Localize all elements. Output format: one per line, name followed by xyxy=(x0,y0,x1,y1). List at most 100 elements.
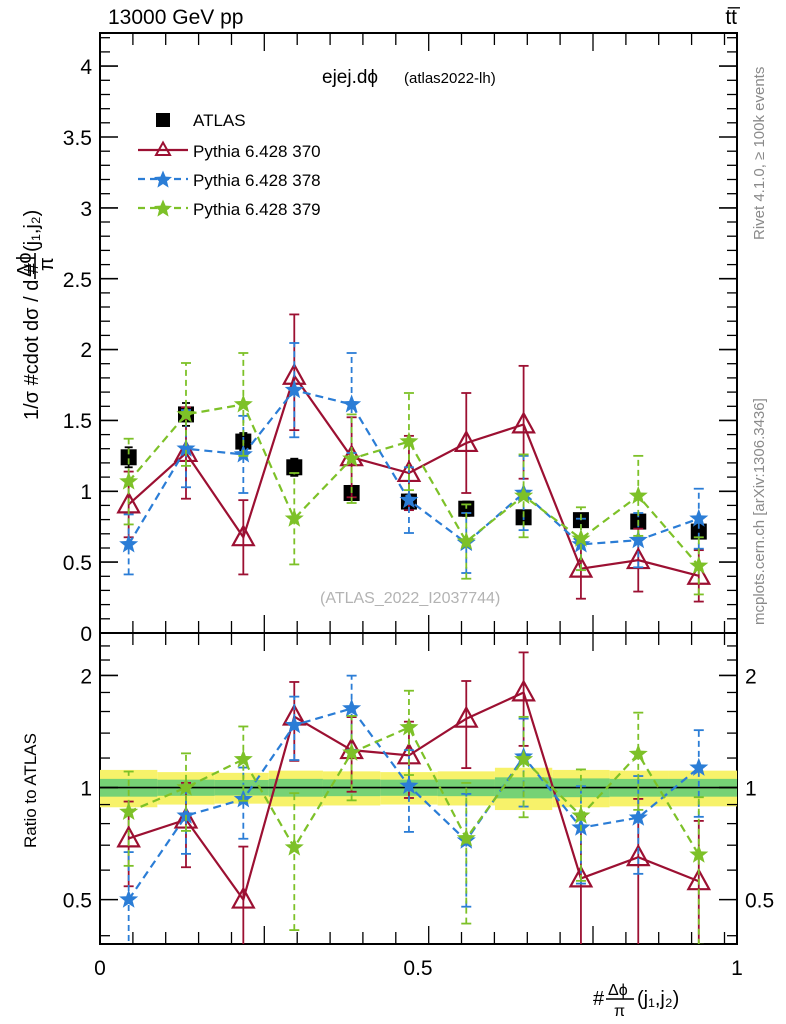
triangle-marker-icon xyxy=(116,825,141,848)
star-marker-icon xyxy=(342,698,362,717)
main-ytick-1: 1 xyxy=(80,481,92,504)
star-marker-icon xyxy=(176,438,196,457)
star-marker-icon xyxy=(456,828,476,847)
series-line xyxy=(127,373,700,577)
header-left-label: 13000 GeV pp xyxy=(108,6,243,29)
error-bar xyxy=(238,499,249,576)
ratio-panel: 0.5 0.51 12 2 Ratio to ATLAS 0 0. xyxy=(21,632,774,1020)
ratio-series-pythia-378 xyxy=(119,674,709,944)
star-marker-icon xyxy=(284,837,304,856)
xtick-0.5: 0.5 xyxy=(403,957,432,980)
triangle-marker-icon xyxy=(625,843,651,867)
star-marker-icon xyxy=(689,844,709,863)
error-bar xyxy=(461,392,472,494)
main-y-ticks: 0 0.5 1 1.5 2 2.5 3 3.5 4 xyxy=(63,37,737,646)
star-marker-icon xyxy=(689,508,709,527)
ratio-series-pythia-370 xyxy=(116,651,712,944)
legend-entry-pythia-379[interactable]: Pythia 6.428 379 xyxy=(138,199,321,220)
triangle-marker-icon xyxy=(568,865,594,888)
triangle-marker-icon xyxy=(453,429,479,453)
series-pythia-6-428-379 xyxy=(119,352,709,596)
star-marker-icon xyxy=(284,380,304,399)
square-marker-icon xyxy=(286,459,303,476)
star-marker-icon xyxy=(571,528,591,547)
legend-marker-star-blue-icon xyxy=(154,170,172,188)
xtick-1: 1 xyxy=(731,957,743,980)
sidebar-note-top: Rivet 4.1.0, ≥ 100k events xyxy=(751,67,768,240)
legend-entry-atlas[interactable]: ATLAS xyxy=(156,111,246,130)
main-ylabel-numerator: Δϕ xyxy=(14,252,36,277)
legend-label-atlas: ATLAS xyxy=(193,111,246,130)
star-marker-icon xyxy=(284,715,304,734)
star-marker-icon xyxy=(284,508,304,527)
ratio-ytick-left-0.5: 0.5 xyxy=(63,890,92,913)
error-bar xyxy=(461,503,472,580)
star-marker-icon xyxy=(176,805,196,824)
legend: ATLAS Pythia 6.428 370 Pythia 6.428 378 … xyxy=(138,111,321,219)
legend-marker-triangle-icon xyxy=(154,140,172,156)
star-marker-icon xyxy=(689,555,709,574)
star-marker-icon xyxy=(399,431,419,450)
triangle-marker-icon xyxy=(231,524,256,547)
triangle-marker-icon xyxy=(453,705,479,728)
star-marker-icon xyxy=(456,531,476,550)
ratio-y-ticks: 0.5 0.5 1 1 2 2 xyxy=(63,645,774,937)
main-ylabel-prefix: 1/σ #cdot dσ / d # xyxy=(21,262,43,420)
main-ylabel-denominator: π xyxy=(36,257,58,271)
main-ytick-2: 2 xyxy=(80,339,92,362)
legend-label-pythia-379: Pythia 6.428 379 xyxy=(193,200,321,219)
star-marker-icon xyxy=(176,777,196,796)
star-marker-icon xyxy=(514,485,534,504)
ratio-series-pythia-379 xyxy=(119,689,709,944)
legend-entry-pythia-370[interactable]: Pythia 6.428 370 xyxy=(138,140,321,161)
ratio-ytick-right-1: 1 xyxy=(745,778,757,801)
main-title: ejej.dϕ xyxy=(322,67,378,88)
star-marker-icon xyxy=(628,807,648,826)
star-marker-icon xyxy=(119,534,139,553)
star-marker-icon xyxy=(399,717,419,736)
star-marker-icon xyxy=(628,530,648,549)
triangle-marker-icon xyxy=(511,411,536,434)
star-marker-icon xyxy=(119,801,139,820)
error-bar xyxy=(403,392,414,492)
star-marker-icon xyxy=(119,471,139,490)
main-ytick-3: 3 xyxy=(80,198,92,221)
main-ylabel-tail: (j₁,j₂) xyxy=(21,210,43,252)
main-title-group: ejej.dϕ (atlas2022-lh) xyxy=(322,67,496,88)
main-ytick-2.5: 2.5 xyxy=(63,269,92,292)
ratio-uncertainty-bands xyxy=(100,767,737,811)
ratio-ytick-left-2: 2 xyxy=(80,665,92,688)
legend-label-pythia-378: Pythia 6.428 378 xyxy=(193,171,321,190)
star-marker-icon xyxy=(342,394,362,413)
square-marker-icon xyxy=(690,523,707,540)
analysis-watermark: (ATLAS_2022_I2037744) xyxy=(320,590,500,607)
xlabel-fraction: Δϕ π xyxy=(606,982,634,1020)
star-marker-icon xyxy=(628,485,648,504)
x-axis-label: # Δϕ π (j₁,j₂) xyxy=(593,982,679,1020)
star-marker-icon xyxy=(689,757,709,776)
legend-marker-square-icon xyxy=(156,113,170,127)
xlabel-denominator: π xyxy=(614,1003,625,1020)
square-marker-icon xyxy=(120,449,137,466)
main-title-suffix: (atlas2022-lh) xyxy=(404,70,496,87)
star-marker-icon xyxy=(399,490,419,509)
xtick-0: 0 xyxy=(94,957,106,980)
error-bar xyxy=(693,536,704,596)
main-series-layer xyxy=(116,313,712,603)
xlabel-numerator: Δϕ xyxy=(608,982,628,999)
error-bar xyxy=(289,342,300,439)
star-marker-icon xyxy=(342,742,362,761)
xlabel-hash: # xyxy=(593,988,605,1010)
xlabel-tail: (j₁,j₂) xyxy=(637,988,679,1010)
ratio-ytick-left-1: 1 xyxy=(80,778,92,801)
star-marker-icon xyxy=(176,404,196,423)
main-ytick-0.5: 0.5 xyxy=(63,552,92,575)
ratio-y-axis-label: Ratio to ATLAS xyxy=(21,733,40,848)
main-x-ticks xyxy=(132,33,726,633)
legend-entry-pythia-378[interactable]: Pythia 6.428 378 xyxy=(138,170,321,191)
header-right-label: tt̅ xyxy=(725,6,741,29)
main-ytick-0: 0 xyxy=(80,623,92,646)
main-ytick-4: 4 xyxy=(80,56,92,79)
series-pythia-6-428-378 xyxy=(119,342,709,576)
ratio-ytick-right-2: 2 xyxy=(745,665,757,688)
